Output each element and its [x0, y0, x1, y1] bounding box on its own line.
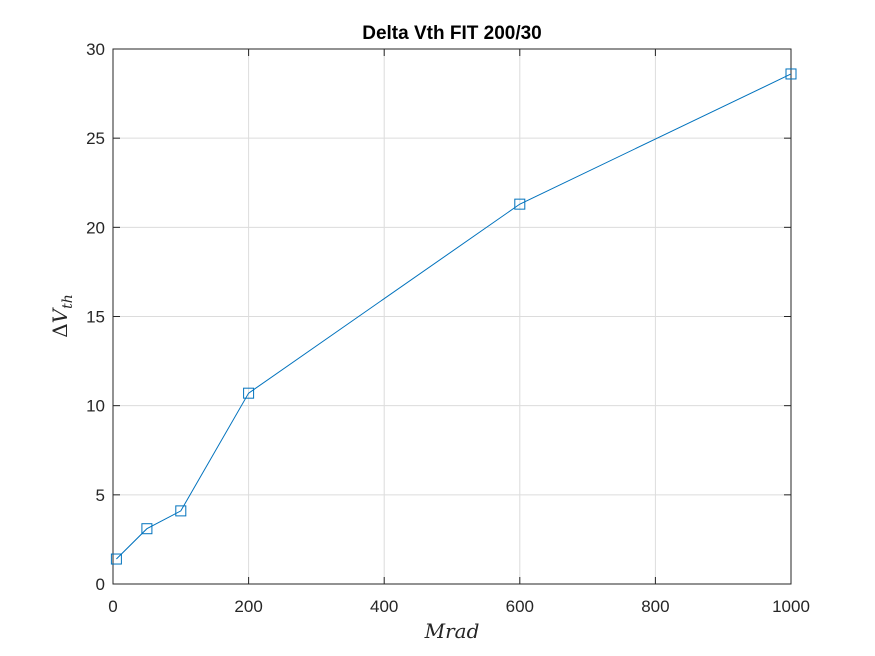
data-point-marker: [175, 505, 187, 517]
x-tick-label: 600: [506, 597, 534, 616]
ticks: [112, 48, 792, 585]
data-point-marker: [141, 523, 153, 535]
y-tick-label: 5: [96, 486, 105, 505]
x-axis-label: Mrad: [424, 619, 480, 643]
data-point-marker: [110, 553, 122, 565]
y-tick-label: 15: [86, 308, 105, 327]
grid: [112, 48, 792, 585]
x-tick-label: 800: [641, 597, 669, 616]
x-tick-label: 200: [234, 597, 262, 616]
y-axis-label-subscript: th: [60, 294, 76, 309]
x-tick-label: 1000: [772, 597, 810, 616]
y-tick-labels: 0 5 10 15 20 25 30: [86, 40, 105, 594]
x-tick-labels: 0 200 400 600 800 1000: [108, 597, 810, 616]
chart-title: Delta Vth FIT 200/30: [362, 23, 542, 44]
series: [110, 68, 797, 565]
x-tick-label: 400: [370, 597, 398, 616]
y-axis-label-symbol: Δ: [48, 323, 72, 337]
data-point-marker: [514, 198, 526, 210]
y-axis-label-variable: V: [48, 306, 72, 323]
data-point-marker: [243, 387, 255, 399]
y-tick-label: 25: [86, 129, 105, 148]
y-axis-label: ΔVth: [48, 294, 76, 338]
y-tick-label: 20: [86, 218, 105, 237]
x-tick-label: 0: [108, 597, 117, 616]
y-tick-label: 0: [96, 575, 105, 594]
y-tick-label: 30: [86, 40, 105, 59]
y-tick-label: 10: [86, 397, 105, 416]
data-point-marker: [785, 68, 797, 80]
